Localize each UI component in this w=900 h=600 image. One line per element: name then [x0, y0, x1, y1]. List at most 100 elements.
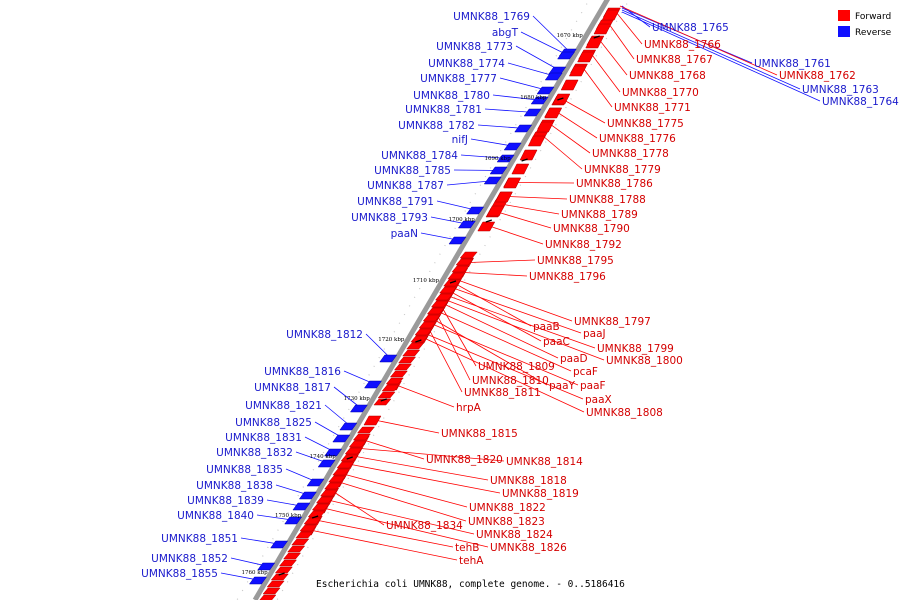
- genes-layer: [249, 7, 621, 600]
- forward-gene-label: UMNK88_1810: [472, 375, 549, 387]
- reverse-gene: [339, 422, 358, 431]
- kbp-tick-mark: [311, 515, 319, 519]
- reverse-gene: [514, 124, 533, 133]
- forward-gene: [262, 587, 281, 595]
- forward-gene: [270, 573, 289, 581]
- forward-leader-line: [435, 320, 548, 386]
- reverse-leader-line: [492, 94, 543, 101]
- forward-gene: [287, 545, 306, 553]
- forward-gene-label: UMNK88_1811: [464, 387, 541, 399]
- forward-leader-line: [429, 330, 463, 393]
- forward-gene-label: UMNK88_1766: [644, 39, 721, 51]
- reverse-gene: [483, 176, 502, 185]
- forward-leader-line: [376, 420, 440, 434]
- kbp-tick-mark: [278, 572, 285, 576]
- forward-gene-label: UMNK88_1767: [636, 54, 713, 66]
- forward-gene: [503, 177, 522, 189]
- reverse-gene: [298, 491, 317, 500]
- forward-gene-label: pcaF: [573, 366, 598, 378]
- reverse-leader-line: [621, 9, 801, 90]
- forward-gene: [568, 65, 587, 77]
- forward-leader-line: [442, 308, 477, 367]
- forward-gene: [477, 221, 496, 232]
- forward-leader-line: [440, 312, 572, 372]
- kbp-tick-mark: [593, 35, 600, 39]
- reverse-gene: [466, 206, 485, 215]
- forward-gene-label: UMNK88_1822: [469, 502, 546, 514]
- forward-gene-label: UMNK88_1823: [468, 516, 545, 528]
- forward-gene: [443, 279, 462, 287]
- forward-leader-line: [437, 316, 471, 381]
- forward-gene: [291, 538, 310, 546]
- forward-gene-label: paaC: [543, 336, 570, 348]
- forward-gene: [451, 265, 470, 273]
- forward-gene-label: UMNK88_1770: [622, 87, 699, 99]
- reverse-gene: [544, 72, 563, 81]
- forward-gene: [373, 398, 392, 406]
- reverse-gene-label: UMNK88_1781: [405, 104, 482, 116]
- forward-gene-label: UMNK88_1786: [576, 178, 653, 190]
- genome-caption: Escherichia coli UMNK88, complete genome…: [316, 579, 625, 590]
- reverse-gene-label: UMNK88_1793: [351, 212, 428, 224]
- forward-leader-line: [458, 280, 573, 322]
- forward-gene: [577, 51, 595, 63]
- forward-gene-label: UMNK88_1820: [426, 454, 503, 466]
- kbp-tick-mark: [521, 158, 528, 162]
- forward-gene: [593, 23, 612, 35]
- kbp-tick-label: 1710 kbp: [413, 278, 440, 284]
- forward-gene-label: UMNK88_1834: [386, 520, 463, 532]
- forward-leader-line: [334, 492, 385, 526]
- forward-gene-label: UMNK88_1778: [592, 148, 669, 160]
- forward-leader-line: [447, 300, 605, 361]
- reverse-gene: [349, 404, 368, 413]
- reverse-leader-line: [365, 333, 392, 359]
- forward-gene: [585, 37, 604, 49]
- legend-forward-label: Forward: [855, 12, 891, 22]
- forward-gene: [398, 356, 417, 364]
- forward-gene-label: UMNK88_1796: [529, 271, 606, 283]
- forward-gene: [303, 517, 322, 525]
- forward-gene-label: UMNK88_1795: [537, 255, 614, 267]
- reverse-gene: [292, 502, 311, 511]
- reverse-gene-label: UMNK88_1832: [216, 447, 293, 459]
- kbp-tick-label: 1700 kbp: [449, 217, 476, 223]
- forward-leader-line: [543, 136, 583, 170]
- forward-leader-line: [451, 292, 542, 342]
- forward-leader-line: [583, 68, 613, 108]
- legend: Forward Reverse: [838, 10, 892, 38]
- forward-gene-label: UMNK88_1771: [614, 102, 691, 114]
- kbp-tick-label: 1670 kbp: [557, 33, 584, 39]
- reverse-gene: [332, 434, 351, 443]
- forward-leader-line: [508, 196, 568, 200]
- reverse-gene-label: UMNK88_1855: [141, 568, 218, 580]
- kbp-tick-mark: [380, 398, 387, 402]
- forward-leader-line: [550, 124, 591, 154]
- forward-gene-label: UMNK88_1818: [490, 475, 567, 487]
- forward-leader-line: [616, 12, 643, 45]
- reverse-leader-line: [532, 15, 571, 53]
- reverse-gene-label: UMNK88_1816: [264, 366, 341, 378]
- reverse-gene-label: abgT: [492, 27, 519, 39]
- reverse-gene-label: UMNK88_1812: [286, 329, 363, 341]
- dotted-track: [276, 0, 630, 600]
- forward-leader-line: [591, 54, 621, 93]
- reverse-gene-label: paaN: [391, 228, 418, 240]
- forward-leader-line: [329, 500, 475, 535]
- forward-leader-line: [360, 448, 505, 462]
- forward-gene: [414, 328, 433, 336]
- forward-gene: [402, 349, 421, 357]
- forward-leader-line: [463, 272, 528, 277]
- forward-leader-line: [444, 304, 559, 359]
- legend-forward-swatch: [838, 10, 850, 21]
- reverse-gene: [284, 516, 303, 525]
- forward-gene: [385, 377, 404, 385]
- forward-leader-line: [599, 40, 628, 76]
- reverse-gene-label: UMNK88_1764: [822, 96, 899, 108]
- forward-gene-label: paaB: [533, 321, 560, 333]
- forward-gene: [439, 286, 458, 294]
- reverse-gene-label: UMNK88_1784: [381, 150, 458, 162]
- reverse-leader-line: [515, 45, 560, 71]
- forward-leader-line: [490, 226, 544, 245]
- kbp-tick-mark: [485, 219, 492, 223]
